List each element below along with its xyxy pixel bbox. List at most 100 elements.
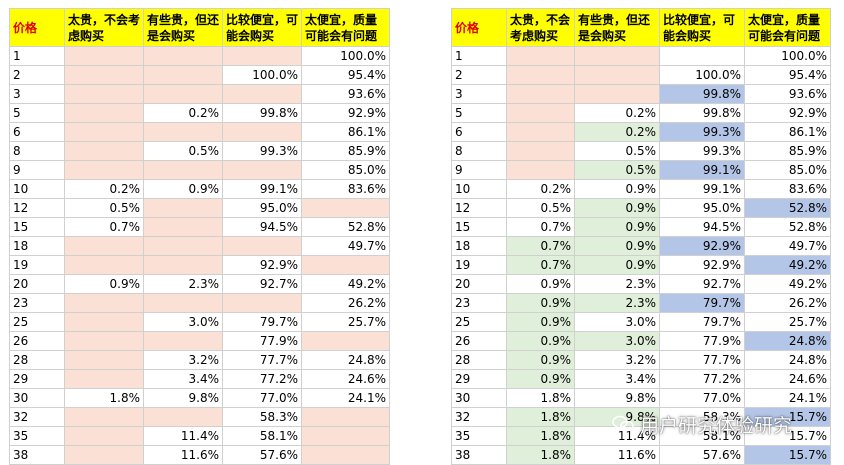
percent-cell: 49.2% <box>301 274 390 294</box>
percent-cell <box>64 141 144 161</box>
percent-cell <box>64 445 144 465</box>
table-row: 6 0.2% 99.3% 86.1% <box>451 122 831 142</box>
percent-cell: 85.0% <box>744 160 831 180</box>
percent-cell: 94.5% <box>659 217 745 237</box>
price-cell: 18 <box>451 236 507 256</box>
percent-cell: 0.9% <box>574 179 660 199</box>
table-row: 35 11.4% 58.1% <box>9 426 390 446</box>
percent-cell <box>64 369 144 389</box>
percent-cell: 83.6% <box>301 179 390 199</box>
percent-cell: 58.3% <box>659 407 745 427</box>
percent-cell <box>64 331 144 351</box>
percent-cell <box>143 217 223 237</box>
percent-cell <box>574 84 660 104</box>
table-row: 6 86.1% <box>9 122 390 142</box>
percent-cell <box>506 141 575 161</box>
table-row: 32 1.8% 9.8% 58.3% 15.7% <box>451 407 831 427</box>
percent-cell: 3.2% <box>143 350 223 370</box>
table-row: 9 85.0% <box>9 160 390 180</box>
percent-cell: 99.8% <box>659 84 745 104</box>
percent-cell: 0.9% <box>64 274 144 294</box>
percent-cell <box>301 198 390 218</box>
column-header: 有些贵，但还是会购买 <box>574 8 660 47</box>
price-cell: 28 <box>451 350 507 370</box>
price-cell: 5 <box>451 103 507 123</box>
percent-cell <box>64 103 144 123</box>
price-cell: 20 <box>9 274 65 294</box>
percent-cell: 77.0% <box>659 388 745 408</box>
percent-cell: 0.9% <box>506 331 575 351</box>
percent-cell <box>506 84 575 104</box>
table-row: 38 1.8% 11.6% 57.6% 15.7% <box>451 445 831 465</box>
table-row: 18 49.7% <box>9 236 390 256</box>
percent-cell <box>143 255 223 275</box>
price-cell: 26 <box>9 331 65 351</box>
percent-cell: 95.4% <box>744 65 831 85</box>
percent-cell <box>506 160 575 180</box>
percent-cell: 92.9% <box>659 255 745 275</box>
percent-cell: 77.9% <box>222 331 302 351</box>
table-row: 28 3.2% 77.7% 24.8% <box>9 350 390 370</box>
percent-cell <box>574 65 660 85</box>
percent-cell: 0.7% <box>506 236 575 256</box>
percent-cell: 0.9% <box>574 217 660 237</box>
percent-cell <box>143 84 223 104</box>
percent-cell: 9.8% <box>574 388 660 408</box>
table-row: 9 0.5% 99.1% 85.0% <box>451 160 831 180</box>
price-cell: 35 <box>9 426 65 446</box>
header-row: 价格 太贵，不会考虑购买 有些贵，但还是会购买 比较便宜，可能会购买 太便宜，质量可能会… <box>9 8 390 47</box>
percent-cell <box>64 122 144 142</box>
table-row: 5 0.2% 99.8% 92.9% <box>9 103 390 123</box>
price-cell: 6 <box>451 122 507 142</box>
percent-cell: 77.7% <box>222 350 302 370</box>
table-row: 25 0.9% 3.0% 79.7% 25.7% <box>451 312 831 332</box>
percent-cell: 26.2% <box>301 293 390 313</box>
percent-cell <box>222 46 302 66</box>
table-row: 1 100.0% <box>9 46 390 66</box>
percent-cell: 58.1% <box>222 426 302 446</box>
percent-cell: 85.9% <box>301 141 390 161</box>
percent-cell: 0.9% <box>506 312 575 332</box>
percent-cell: 3.4% <box>574 369 660 389</box>
percent-cell: 99.1% <box>659 179 745 199</box>
percent-cell: 25.7% <box>301 312 390 332</box>
table-row: 23 0.9% 2.3% 79.7% 26.2% <box>451 293 831 313</box>
table-row: 3 99.8% 93.6% <box>451 84 831 104</box>
percent-cell: 95.0% <box>222 198 302 218</box>
percent-cell: 99.3% <box>222 141 302 161</box>
percent-cell: 9.8% <box>143 388 223 408</box>
percent-cell: 2.3% <box>574 274 660 294</box>
price-cell: 35 <box>451 426 507 446</box>
percent-cell: 92.9% <box>659 236 745 256</box>
percent-cell: 77.2% <box>659 369 745 389</box>
price-cell: 1 <box>451 46 507 66</box>
price-cell: 1 <box>9 46 65 66</box>
percent-cell <box>64 84 144 104</box>
price-cell: 25 <box>451 312 507 332</box>
table-row: 29 3.4% 77.2% 24.6% <box>9 369 390 389</box>
percent-cell: 3.0% <box>574 312 660 332</box>
percent-cell: 15.7% <box>744 445 831 465</box>
percent-cell: 24.8% <box>301 350 390 370</box>
price-cell: 6 <box>9 122 65 142</box>
percent-cell <box>143 46 223 66</box>
percent-cell: 3.0% <box>574 331 660 351</box>
column-header: 比较便宜，可能会购买 <box>222 8 302 47</box>
percent-cell: 0.5% <box>143 141 223 161</box>
percent-cell: 0.9% <box>506 369 575 389</box>
price-cell: 20 <box>451 274 507 294</box>
left-price-table: 价格 太贵，不会考虑购买 有些贵，但还是会购买 比较便宜，可能会购买 太便宜，质量可能会… <box>9 8 390 465</box>
percent-cell: 93.6% <box>301 84 390 104</box>
percent-cell <box>64 160 144 180</box>
percent-cell: 92.9% <box>222 255 302 275</box>
percent-cell: 3.0% <box>143 312 223 332</box>
percent-cell <box>143 236 223 256</box>
percent-cell: 77.7% <box>659 350 745 370</box>
percent-cell: 100.0% <box>222 65 302 85</box>
table-row: 20 0.9% 2.3% 92.7% 49.2% <box>451 274 831 294</box>
percent-cell: 95.0% <box>659 198 745 218</box>
percent-cell <box>64 65 144 85</box>
price-cell: 18 <box>9 236 65 256</box>
percent-cell <box>143 407 223 427</box>
table-row: 25 3.0% 79.7% 25.7% <box>9 312 390 332</box>
